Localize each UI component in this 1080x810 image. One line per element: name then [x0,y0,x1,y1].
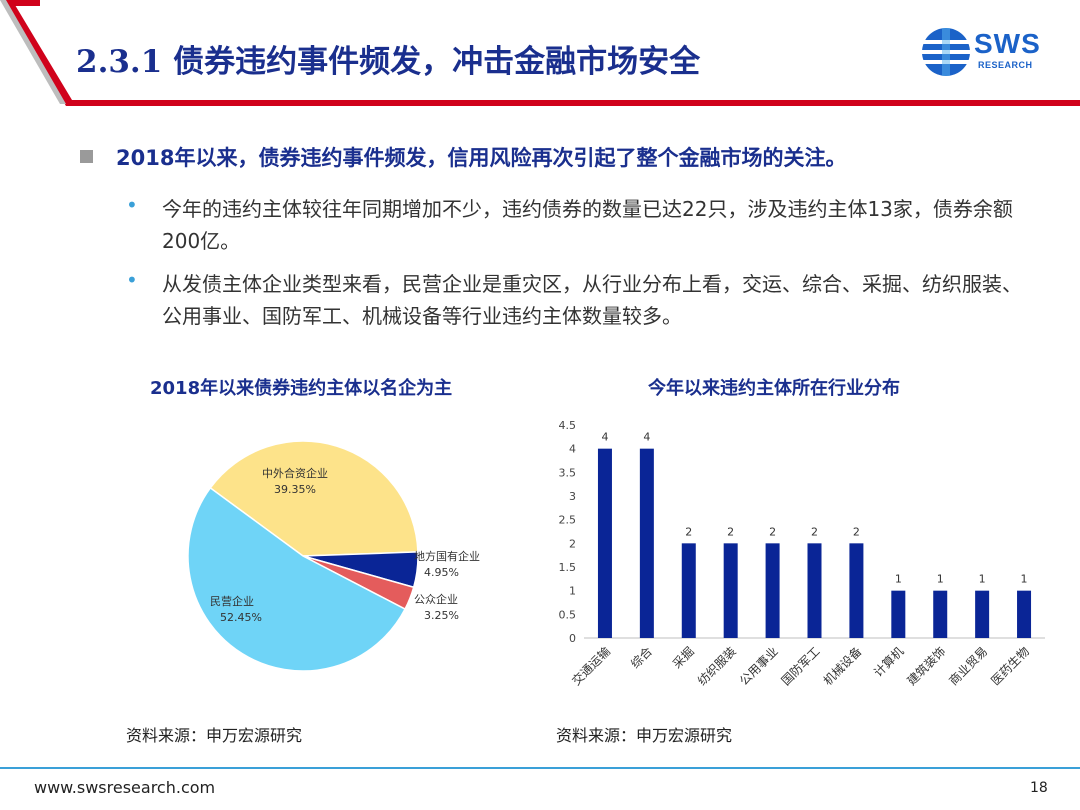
bar [1017,590,1032,638]
x-tick-label: 综合 [627,644,655,672]
sub-bullet-text: 今年的违约主体较往年同期增加不少，违约债券的数量已达22只，涉及违约主体13家，… [162,197,1013,253]
y-tick-label: 0.5 [559,608,577,621]
x-tick-label: 公用事业 [737,644,781,688]
main-bullet-text: 2018年以来，债券违约事件频发，信用风险再次引起了整个金融市场的关注。 [116,146,847,170]
x-tick-label: 采掘 [669,644,697,672]
pie-slice-label: 中外合资企业 [262,466,328,480]
x-tick-label: 计算机 [870,644,906,680]
bar-value-label: 2 [811,525,818,538]
y-tick-label: 4.5 [559,419,577,432]
bar [765,543,780,638]
pie-chart: 中外合资企业 39.35% 地方国有企业 4.95% 公众企业 3.25% 民营企业 52.4… [187,440,480,672]
y-tick-label: 2.5 [559,514,577,527]
x-tick-label: 纺织服装 [695,644,739,688]
bar-value-label: 1 [937,573,944,586]
logo-subtext: RESEARCH [978,60,1033,70]
header-grey-stripe [0,0,66,104]
x-tick-label: 国防军工 [778,644,823,689]
bar-value-label: 1 [895,573,902,586]
header-band [0,0,1080,106]
pie-slice-label: 地方国有企业 [414,549,480,563]
y-tick-label: 1.5 [559,561,577,574]
y-tick-label: 4 [569,443,576,456]
y-tick-label: 2 [569,537,576,550]
bar-source-note: 资料来源：申万宏源研究 [556,726,733,745]
y-tick-label: 3 [569,490,576,503]
bar-chart-title: 今年以来违约主体所在行业分布 [648,378,900,399]
bar-value-label: 2 [727,525,734,538]
bar [891,590,906,638]
bar-value-label: 4 [643,431,650,444]
slide-title: 2.3.1 债券违约事件频发，冲击金融市场安全 [76,44,701,80]
square-bullet-icon [80,150,93,163]
bar-value-label: 2 [769,525,776,538]
pie-source-note: 资料来源：申万宏源研究 [126,726,303,745]
dot-bullet-icon: • [126,268,138,292]
pie-slice [209,440,419,557]
bar-value-label: 4 [601,431,608,444]
bar [933,590,948,638]
pie-slice-label: 民营企业 [210,594,254,608]
bar [807,543,822,638]
bar [849,543,864,638]
bar [597,448,612,638]
pie-slice-value: 39.35% [274,483,316,496]
sub-bullet-text: 从发债主体企业类型来看，民营企业是重灾区，从行业分布上看，交运、综合、采掘、纺织… [162,272,1022,328]
y-tick-label: 0 [569,632,576,645]
bar-value-label: 1 [979,573,986,586]
x-tick-label: 医药生物 [988,644,1032,688]
bar [723,543,738,638]
page-number: 18 [1030,780,1048,796]
bar-value-label: 1 [1021,573,1028,586]
footer-url: www.swsresearch.com [34,778,216,797]
dot-bullet-icon: • [126,193,138,217]
bar-value-label: 2 [853,525,860,538]
sws-logo-globe-icon [922,28,970,76]
sws-logo: SWS RESEARCH [918,22,1068,82]
bar [639,448,654,638]
pie-slice-value: 3.25% [424,609,459,622]
pie-slice-value: 4.95% [424,566,459,579]
bar-chart: 0 0.5 1 1.5 2 2.5 3 3.5 4 4.5 4 交通运输 4 综合 2 采掘 2 纺织服装 2 公用事… [559,419,1045,689]
pie-slice-label: 公众企业 [414,592,458,606]
bar-value-label: 2 [685,525,692,538]
bar [681,543,696,638]
logo-text: SWS [974,28,1041,59]
x-tick-label: 建筑装饰 [904,644,949,689]
pie-chart-title: 2018年以来债券违约主体以名企为主 [150,378,453,399]
pie-slice-value: 52.45% [220,611,262,624]
pie-slice [187,486,407,672]
x-tick-label: 机械设备 [820,644,865,689]
x-tick-label: 商业贸易 [946,644,991,689]
footer-rule [0,767,1080,769]
x-tick-label: 交通运输 [569,644,614,689]
y-tick-label: 3.5 [559,466,577,479]
bar [975,590,990,638]
y-tick-label: 1 [569,585,576,598]
